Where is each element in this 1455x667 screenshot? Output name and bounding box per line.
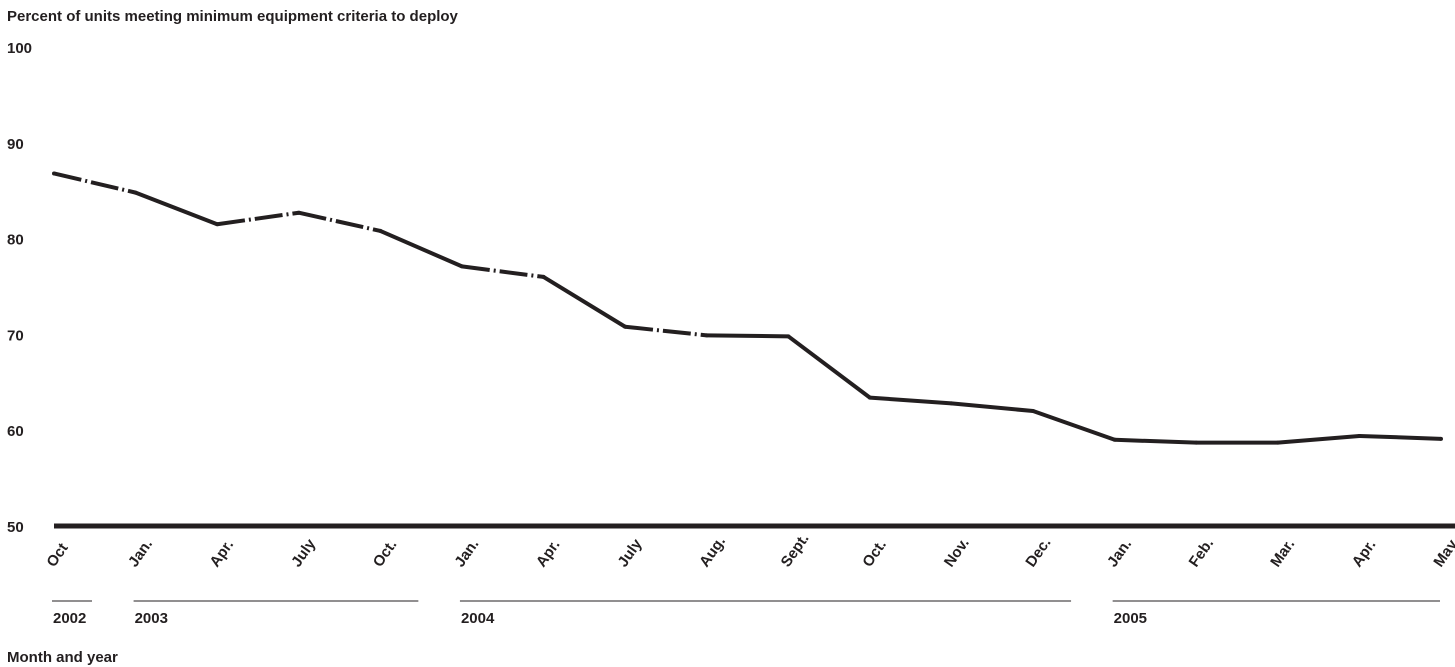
data-point: [1357, 433, 1362, 438]
y-tick-label: 80: [7, 232, 24, 249]
line-segment: [787, 334, 872, 400]
x-tick-label: Sept.: [778, 530, 813, 570]
y-tick-label: 100: [7, 40, 32, 57]
x-tick-label: Mar.: [1267, 536, 1298, 570]
data-point: [949, 401, 954, 406]
x-tick-label: Jan.: [451, 536, 482, 570]
data-point: [623, 324, 628, 329]
x-tick-label: Oct.: [859, 537, 890, 571]
y-tick-label: 60: [7, 423, 24, 440]
data-point: [52, 171, 56, 176]
data-point: [1112, 437, 1117, 442]
line-segment: [624, 324, 707, 338]
chart-title: Percent of units meeting minimum equipme…: [7, 8, 459, 25]
data-point: [133, 190, 138, 195]
data-point: [867, 395, 872, 400]
x-axis-label: Month and year: [7, 649, 118, 666]
x-tick-label: Apr.: [1349, 537, 1380, 571]
x-tick-label: Oct: [43, 540, 71, 570]
line-segment: [1032, 409, 1116, 442]
x-tick-label: July: [614, 535, 646, 570]
data-point: [296, 210, 301, 215]
year-label: 2003: [135, 610, 168, 627]
data-point: [704, 333, 709, 338]
line-segment: [461, 264, 544, 279]
x-tick-label: Oct.: [370, 537, 401, 571]
line-segment: [1277, 433, 1360, 445]
data-point: [378, 228, 383, 233]
year-label: 2005: [1114, 610, 1147, 627]
data-series-line: [52, 171, 1443, 445]
data-point: [786, 334, 791, 339]
x-tick-label: Dec.: [1022, 535, 1054, 571]
x-tick-label: Jan.: [125, 536, 156, 570]
x-tick-label: Jan.: [1104, 536, 1135, 570]
year-groups: 2002 2003 2004 2005: [52, 600, 1440, 627]
y-axis-ticks: 100 90 80 70 60 50: [7, 40, 32, 536]
line-segment: [298, 210, 381, 233]
data-point: [459, 264, 464, 269]
line-segment: [1359, 433, 1442, 441]
line-segment: [53, 171, 137, 195]
line-segment: [869, 395, 952, 406]
data-point: [215, 222, 220, 227]
x-tick-label: Nov.: [941, 535, 973, 570]
x-tick-label: Apr.: [207, 537, 238, 571]
data-point: [1275, 440, 1280, 445]
year-label: 2002: [53, 610, 86, 627]
x-axis-ticks: Oct Jan. Apr. July Oct. Jan. Apr. July Aug. Sept.…: [43, 530, 1455, 570]
year-label: 2004: [461, 610, 495, 627]
y-tick-label: 50: [7, 519, 24, 536]
data-point: [1194, 440, 1199, 445]
x-tick-label: Aug.: [696, 533, 729, 570]
line-segment: [706, 333, 789, 339]
line-segment: [379, 229, 463, 269]
y-tick-label: 70: [7, 327, 24, 344]
data-point: [1439, 436, 1443, 441]
line-segment: [134, 190, 218, 227]
y-tick-label: 90: [7, 136, 24, 153]
x-tick-label: July: [288, 535, 320, 570]
x-tick-label: Feb.: [1186, 535, 1218, 570]
line-segment: [542, 275, 627, 329]
data-point: [1031, 409, 1036, 414]
line-segment: [1114, 437, 1197, 445]
x-tick-label: Apr.: [533, 537, 564, 571]
line-segment: [216, 210, 300, 227]
x-tick-label: May: [1430, 536, 1455, 570]
line-segment: [951, 401, 1034, 414]
data-point: [541, 274, 546, 279]
